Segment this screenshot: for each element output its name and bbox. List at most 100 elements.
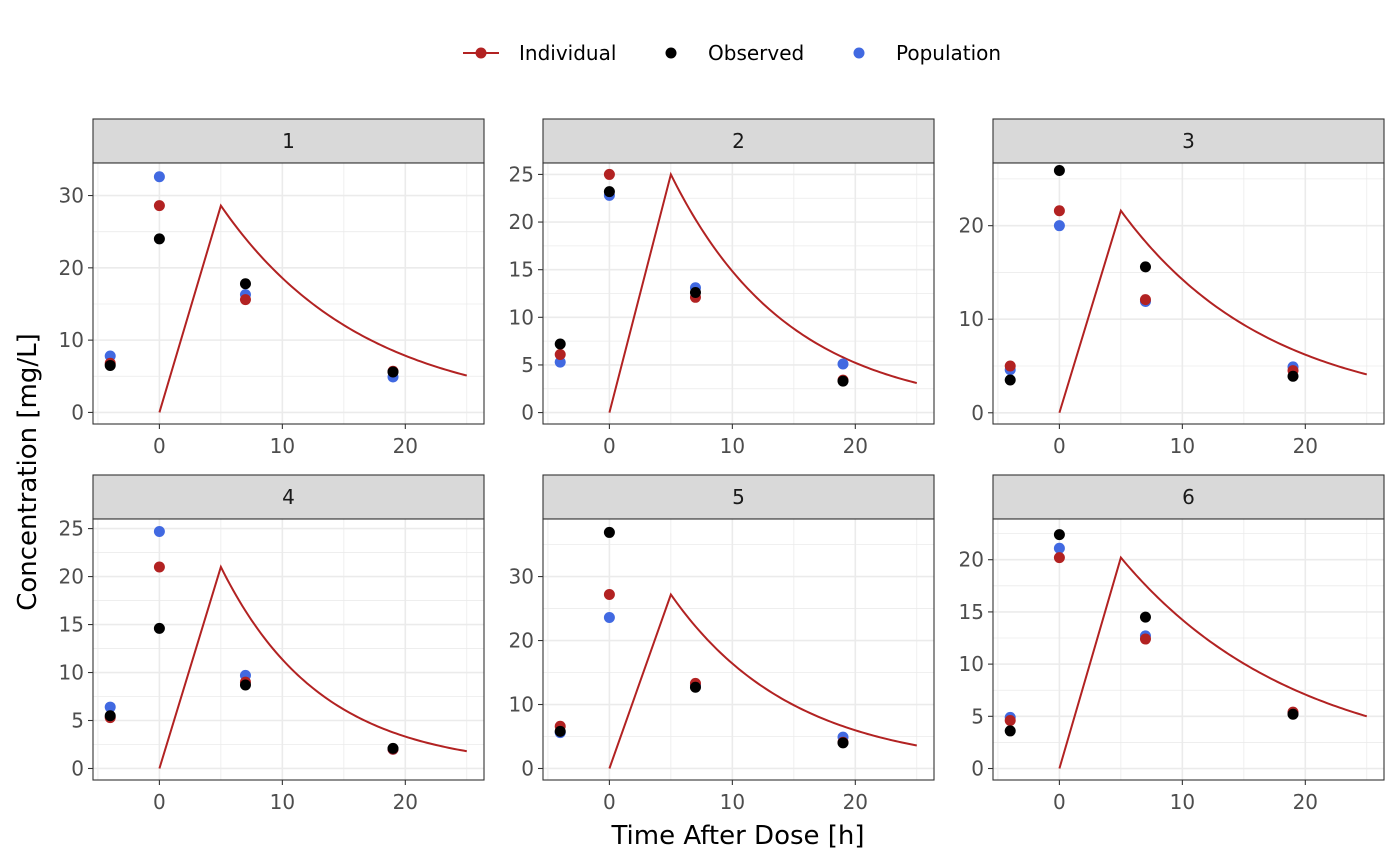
legend-item-observed: Observed [665,41,804,65]
y-tick-label: 20 [959,214,984,238]
y-tick-label: 10 [509,305,534,329]
legend-label-observed: Observed [708,41,804,65]
plot-background [93,163,484,424]
y-tick-label: 25 [509,162,534,186]
y-tick-label: 25 [59,517,84,541]
legend-label-individual: Individual [519,41,616,65]
point-individual [1004,714,1016,726]
legend: Individual Observed Population [463,41,1001,65]
point-individual [1004,360,1016,372]
point-observed [104,710,116,722]
strip-2 [542,118,935,164]
y-tick-label: 10 [959,307,984,331]
y-tick-label: 30 [59,184,84,208]
point-observed [837,737,849,749]
individual-curve [1058,208,1368,414]
plot-background [93,519,484,780]
x-tick-label: 0 [1053,790,1066,814]
legend-item-individual: Individual [463,41,616,65]
point-individual [1053,552,1065,564]
point-observed [1287,708,1299,720]
legend-key-point-observed [665,47,677,59]
point-population [1053,220,1065,232]
panel-border [542,518,935,781]
y-tick-label: 20 [59,565,84,589]
x-tick-label: 20 [1293,790,1318,814]
y-tick-label: 5 [71,709,84,733]
point-observed [239,278,251,290]
x-tick-label: 10 [720,434,745,458]
point-individual [554,348,566,360]
panel-3: 3 0 10 20 0 10 20 [959,118,1385,458]
panel-border [92,162,485,425]
point-observed [1139,261,1151,273]
y-tick-label: 0 [71,400,84,424]
y-tick-label: 20 [959,548,984,572]
point-population [837,358,849,370]
panel-border [992,162,1385,425]
panel-4: 4 0 5 10 15 20 25 0 10 20 [59,474,485,814]
point-observed [554,725,566,737]
y-tick-label: 30 [509,565,534,589]
y-tick-label: 15 [959,600,984,624]
x-tick-label: 20 [1293,434,1318,458]
x-tick-label: 0 [1053,434,1066,458]
point-individual [1139,294,1151,306]
point-observed [1053,529,1065,541]
point-individual [239,294,251,306]
y-tick-label: 15 [59,613,84,637]
strip-label-5: 5 [732,485,745,509]
y-tick-label: 20 [509,210,534,234]
point-population [153,171,165,183]
legend-key-point-population [853,47,865,59]
point-individual [603,168,615,180]
y-tick-label: 20 [59,256,84,280]
x-tick-label: 0 [153,434,166,458]
point-observed [1004,374,1016,386]
individual-curve [158,203,468,413]
strip-label-2: 2 [732,129,745,153]
y-tick-label: 0 [71,756,84,780]
y-tick-label: 15 [509,258,534,282]
panel-border [92,518,485,781]
y-tick-label: 10 [59,661,84,685]
point-individual [603,588,615,600]
plot-background [993,519,1384,780]
strip-3 [992,118,1385,164]
legend-key-point-individual [475,47,487,59]
y-tick-label: 0 [971,401,984,425]
point-observed [689,287,701,299]
y-tick-label: 20 [509,629,534,653]
point-observed [153,622,165,634]
x-tick-label: 20 [843,790,868,814]
point-observed [603,186,615,198]
point-observed [387,366,399,378]
point-observed [603,526,615,538]
legend-label-population: Population [896,41,1001,65]
panel-5: 5 0 10 20 30 0 10 20 [509,474,935,814]
point-individual [1139,633,1151,645]
plot-background [543,519,934,780]
y-tick-label: 0 [971,757,984,781]
y-tick-label: 10 [959,652,984,676]
y-tick-label: 5 [521,353,534,377]
panel-6: 6 0 5 10 15 20 0 10 20 [959,474,1385,814]
point-population [1053,542,1065,554]
x-tick-label: 10 [270,434,295,458]
x-axis-title: Time After Dose [h] [610,821,864,851]
x-tick-label: 20 [843,434,868,458]
point-individual [153,561,165,573]
y-axis-title: Concentration [mg/L] [13,333,43,611]
x-tick-label: 20 [393,790,418,814]
x-tick-label: 20 [393,434,418,458]
point-population [153,525,165,537]
point-observed [837,375,849,387]
x-tick-label: 0 [603,790,616,814]
point-observed [104,359,116,371]
x-tick-label: 10 [270,790,295,814]
point-observed [153,233,165,245]
